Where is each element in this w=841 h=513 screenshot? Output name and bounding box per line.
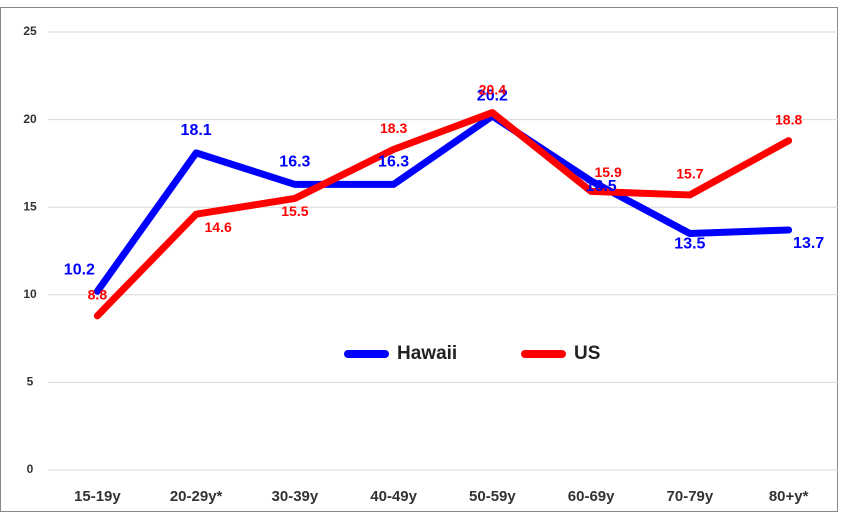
data-label: 18.1 bbox=[181, 122, 212, 139]
x-tick-label: 20-29y* bbox=[170, 488, 223, 505]
data-label: 16.5 bbox=[586, 178, 617, 195]
data-label: 8.8 bbox=[88, 287, 108, 303]
data-label: 15.5 bbox=[281, 203, 308, 219]
data-label: 13.5 bbox=[674, 236, 705, 253]
y-tick-label: 0 bbox=[27, 462, 34, 476]
x-tick-label: 60-69y bbox=[568, 488, 615, 505]
x-tick-label: 70-79y bbox=[667, 488, 714, 505]
data-label: 13.7 bbox=[793, 235, 824, 252]
x-tick-label: 30-39y bbox=[272, 488, 319, 505]
y-tick-label: 20 bbox=[23, 112, 37, 126]
data-label: 14.6 bbox=[205, 219, 232, 235]
legend-label: US bbox=[574, 343, 600, 364]
data-label: 15.9 bbox=[595, 164, 622, 180]
data-label: 18.3 bbox=[380, 120, 407, 136]
series-line bbox=[93, 109, 793, 320]
y-tick-label: 15 bbox=[23, 199, 37, 213]
series-line bbox=[93, 112, 793, 295]
legend-label: Hawaii bbox=[397, 343, 457, 364]
data-label: 20.4 bbox=[479, 81, 506, 97]
data-label: 15.7 bbox=[676, 166, 703, 182]
data-label: 18.8 bbox=[775, 111, 802, 127]
x-tick-label: 50-59y bbox=[469, 488, 516, 505]
data-label: 16.3 bbox=[378, 154, 409, 171]
x-tick-label: 15-19y bbox=[74, 488, 121, 505]
x-tick-label: 40-49y bbox=[370, 488, 417, 505]
data-label: 16.3 bbox=[279, 154, 310, 171]
chart-frame bbox=[0, 7, 838, 512]
data-label: 20.2 bbox=[477, 87, 508, 104]
data-label: 10.2 bbox=[64, 262, 95, 279]
y-tick-label: 5 bbox=[27, 375, 34, 389]
y-tick-label: 10 bbox=[23, 287, 37, 301]
y-tick-label: 25 bbox=[23, 24, 37, 38]
x-tick-label: 80+y* bbox=[769, 488, 809, 505]
